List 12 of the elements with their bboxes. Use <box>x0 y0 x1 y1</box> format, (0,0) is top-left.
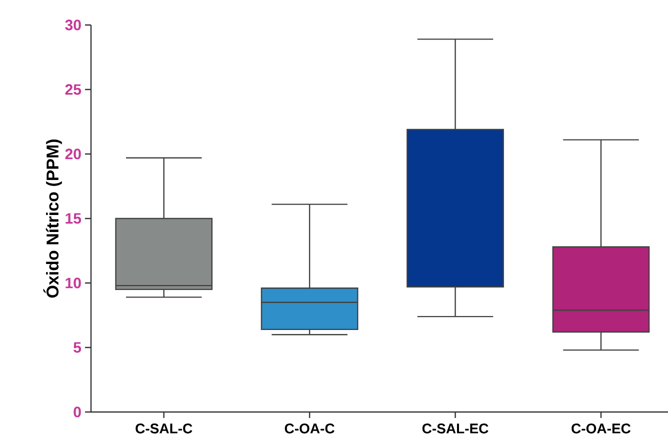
y-tick-label: 0 <box>74 406 81 418</box>
y-tick-label: 20 <box>65 148 81 160</box>
y-axis-title: Óxido Nítrico (PPM) <box>43 140 62 298</box>
y-tick-label: 10 <box>66 278 81 288</box>
x-tick-label: C-SAL-EC <box>422 424 488 434</box>
y-tick-label: 25 <box>65 84 82 95</box>
y-tick-label: 30 <box>65 20 81 30</box>
y-tick-label: 15 <box>66 213 82 224</box>
x-tick-label: C-SAL-C <box>136 424 192 434</box>
x-tick-label: C-OA-EC <box>572 424 631 434</box>
x-tick-label: C-OA-C <box>284 424 334 434</box>
y-tick-label: 5 <box>74 342 82 353</box>
